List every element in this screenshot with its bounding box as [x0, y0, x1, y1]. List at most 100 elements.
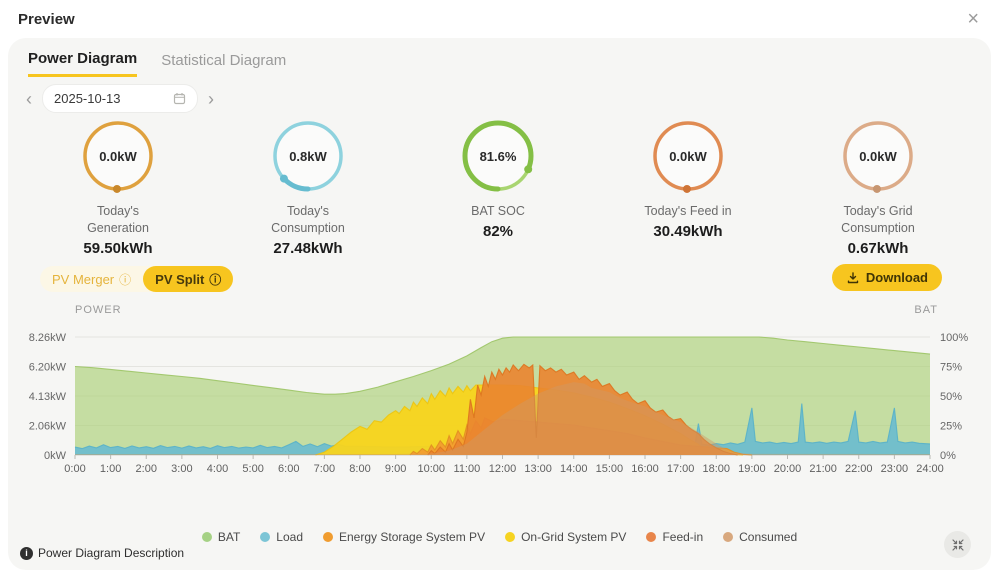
gauge-ring-graphic: 0.0kW: [652, 120, 724, 193]
date-picker[interactable]: 2025-10-13: [42, 84, 198, 113]
tab-power-diagram[interactable]: Power Diagram: [28, 50, 138, 77]
legend-dot: [505, 532, 516, 542]
svg-text:POWER: POWER: [75, 304, 122, 316]
gauge-label-line1: BAT SOC: [471, 204, 525, 218]
svg-text:15:00: 15:00: [596, 463, 624, 475]
gauge-dot: [682, 184, 691, 193]
info-icon: ⓘ: [209, 272, 222, 287]
power-chart[interactable]: 0kW 0% 2.06kW 25% 4.13kW 50% 6.20kW 75% 8.26kW 10…: [8, 293, 991, 488]
svg-text:5:00: 5:00: [242, 463, 263, 475]
svg-text:3:00: 3:00: [171, 463, 192, 475]
svg-text:2:00: 2:00: [136, 463, 157, 475]
pv-merger-label: PV Merger: [52, 271, 115, 287]
svg-text:2.06kW: 2.06kW: [29, 421, 67, 433]
svg-text:11:00: 11:00: [454, 463, 481, 475]
gauge-arc: [462, 120, 534, 192]
legend-dot: [323, 532, 333, 542]
gauge-total: 0.67kWh: [847, 240, 909, 257]
gauge-value: 0.0kW: [669, 149, 707, 164]
legend-item-energy-storage-system-pv[interactable]: Energy Storage System PV: [323, 530, 485, 544]
collapse-icon: [951, 538, 964, 551]
legend-label: Feed-in: [662, 530, 704, 544]
legend-label: BAT: [217, 530, 241, 544]
svg-text:19:00: 19:00: [738, 463, 766, 475]
gauge-ring-graphic: 0.0kW: [842, 120, 914, 193]
gauge-total: 82%: [482, 223, 514, 240]
svg-text:22:00: 22:00: [845, 463, 873, 475]
svg-text:75%: 75%: [940, 362, 962, 374]
next-day-button[interactable]: ›: [208, 88, 214, 109]
prev-day-button[interactable]: ‹: [26, 88, 32, 109]
gauge-dot: [872, 184, 881, 193]
date-navigation: ‹ 2025-10-13 ›: [24, 84, 216, 113]
legend-item-load[interactable]: Load: [260, 530, 303, 544]
gauge-ring-graphic: 0.0kW: [82, 120, 154, 193]
svg-text:21:00: 21:00: [809, 463, 837, 475]
gauge-label-line1: Today's: [287, 204, 329, 218]
gauge-todays-generation: 0.0kW Today's Generation 59.50kWh: [23, 118, 213, 257]
info-icon: ⓘ: [119, 272, 132, 287]
svg-text:0%: 0%: [940, 450, 956, 462]
legend-item-on-grid-system-pv[interactable]: On-Grid System PV: [505, 530, 626, 544]
legend-dot: [260, 532, 271, 542]
legend-dot: [201, 532, 212, 542]
gauge-total: 30.49kWh: [653, 223, 723, 240]
legend-label: Consumed: [739, 530, 798, 544]
download-button[interactable]: Download: [831, 264, 942, 291]
gauge-dot: [279, 174, 288, 183]
gauge-label-line1: Today's Feed in: [644, 204, 732, 218]
power-diagram-description[interactable]: i Power Diagram Description: [20, 546, 184, 560]
gauge-dot: [112, 184, 121, 193]
svg-text:20:00: 20:00: [774, 463, 802, 475]
gauge-arc: [272, 120, 344, 192]
svg-text:23:00: 23:00: [881, 463, 909, 475]
download-icon: [847, 271, 859, 283]
pv-merger-button[interactable]: PV Merger ⓘ: [40, 266, 143, 292]
svg-text:18:00: 18:00: [702, 463, 730, 475]
info-filled-icon: i: [20, 546, 33, 560]
pv-split-button[interactable]: PV Split ⓘ: [143, 266, 234, 292]
gauge-label-line1: Today's Grid: [843, 204, 913, 218]
gauge-todays-grid-consumption: 0.0kW Today's Grid Consumption 0.67kWh: [783, 118, 973, 257]
gauge-todays-consumption: 0.8kW Today's Consumption 27.48kWh: [213, 118, 403, 257]
svg-text:8.26kW: 8.26kW: [29, 332, 67, 344]
fullscreen-toggle-button[interactable]: [944, 531, 971, 558]
tab-bar: Power Diagram Statistical Diagram: [28, 50, 286, 77]
svg-text:10:00: 10:00: [417, 463, 445, 475]
legend-item-consumed[interactable]: Consumed: [723, 530, 797, 544]
page-title: Preview: [18, 11, 75, 28]
svg-text:7:00: 7:00: [314, 463, 335, 475]
gauge-value: 0.8kW: [289, 149, 327, 164]
gauge-label-line2: Generation: [87, 221, 149, 235]
svg-text:17:00: 17:00: [667, 463, 695, 475]
svg-text:100%: 100%: [940, 332, 968, 344]
tab-statistical-diagram[interactable]: Statistical Diagram: [161, 50, 286, 77]
svg-text:12:00: 12:00: [489, 463, 517, 475]
svg-text:0kW: 0kW: [44, 450, 67, 462]
gauge-ring-graphic: 81.6%: [462, 120, 534, 192]
download-label: Download: [865, 270, 928, 285]
description-label: Power Diagram Description: [38, 546, 185, 560]
legend-item-bat[interactable]: BAT: [201, 530, 241, 544]
svg-text:24:00: 24:00: [916, 463, 944, 475]
gauge-total: 27.48kWh: [273, 240, 343, 257]
svg-text:0:00: 0:00: [64, 463, 85, 475]
gauge-value: 81.6%: [480, 149, 517, 164]
pv-mode-toggle: PV Merger ⓘ PV Split ⓘ: [40, 266, 234, 292]
legend-label: Energy Storage System PV: [339, 530, 486, 544]
svg-text:6.20kW: 6.20kW: [29, 362, 67, 374]
svg-text:14:00: 14:00: [560, 463, 588, 475]
svg-text:BAT: BAT: [914, 304, 938, 316]
gauge-value: 0.0kW: [99, 149, 137, 164]
close-icon[interactable]: ×: [961, 8, 985, 30]
legend-label: On-Grid System PV: [521, 530, 627, 544]
gauge-value: 0.0kW: [859, 149, 897, 164]
svg-text:16:00: 16:00: [631, 463, 659, 475]
series-consumed: [75, 382, 930, 455]
svg-text:8:00: 8:00: [349, 463, 370, 475]
calendar-icon: [173, 93, 186, 105]
legend-item-feed-in[interactable]: Feed-in: [646, 530, 703, 544]
date-value: 2025-10-13: [54, 91, 121, 106]
legend-label: Load: [276, 530, 303, 544]
